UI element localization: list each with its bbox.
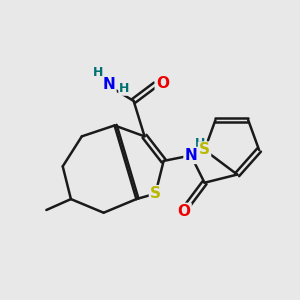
Text: N: N: [184, 148, 197, 163]
Text: O: O: [178, 204, 190, 219]
Text: H: H: [195, 137, 206, 150]
Text: N: N: [103, 77, 116, 92]
Text: S: S: [199, 142, 210, 158]
Text: O: O: [156, 76, 169, 91]
Text: H: H: [119, 82, 129, 95]
Text: S: S: [150, 186, 161, 201]
Text: H: H: [93, 66, 104, 79]
